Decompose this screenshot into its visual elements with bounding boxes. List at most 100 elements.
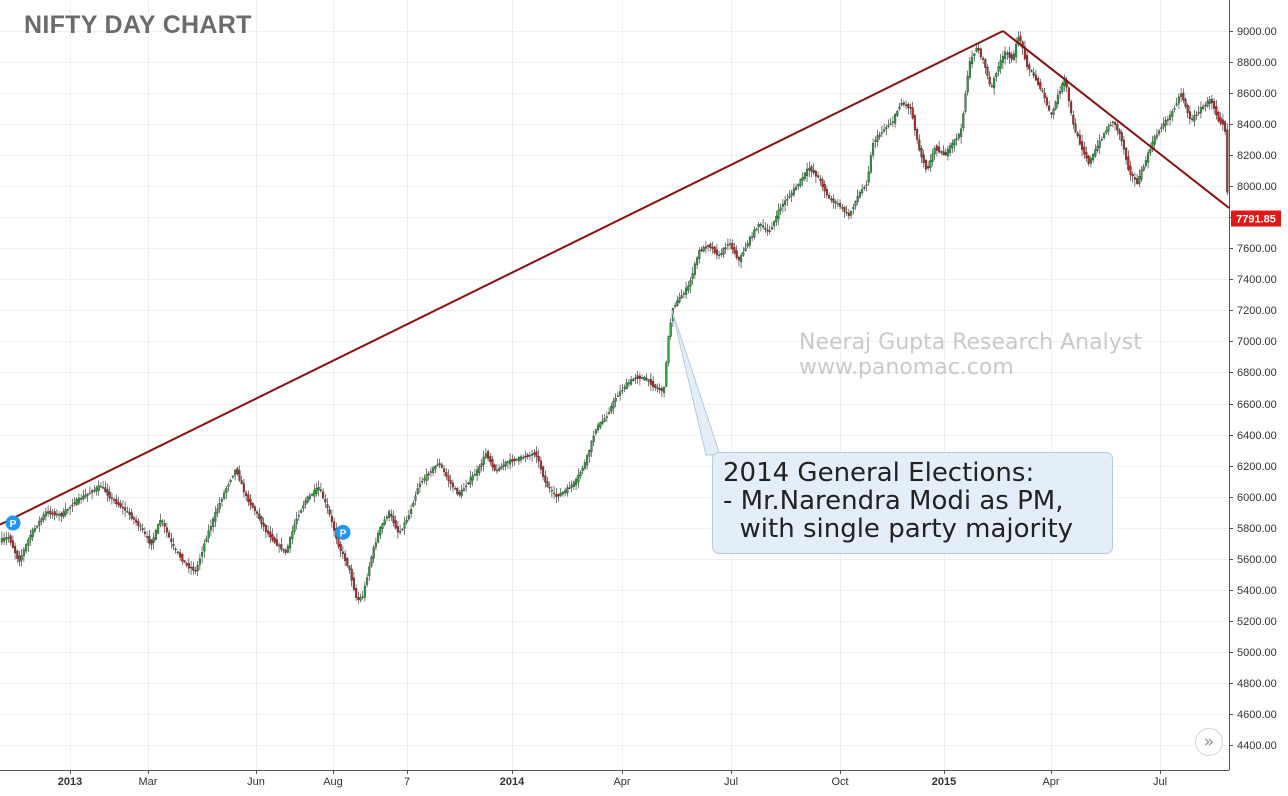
watermark-line-2: www.panomac.com xyxy=(799,355,1014,380)
candle-body xyxy=(344,553,347,561)
candle-body xyxy=(16,550,19,559)
candle-body xyxy=(1067,87,1070,102)
candle-body xyxy=(216,508,219,514)
candle-body xyxy=(480,463,483,467)
candle-body xyxy=(949,145,952,153)
candle-body xyxy=(9,535,12,543)
candle-body xyxy=(1048,105,1051,111)
candle-body xyxy=(1083,146,1086,155)
candle-body xyxy=(986,66,989,76)
candle-body xyxy=(357,597,360,600)
candle-body xyxy=(713,246,716,254)
candle-body xyxy=(291,531,294,540)
candle-body xyxy=(209,525,212,531)
candle-body xyxy=(363,585,366,598)
candle-body xyxy=(159,520,162,526)
candle-body xyxy=(542,466,545,477)
y-tick-label: 9000.00 xyxy=(1237,26,1277,38)
candle-body xyxy=(535,451,538,457)
scroll-right-button[interactable]: » xyxy=(1195,728,1223,756)
candle-body xyxy=(858,192,861,198)
candle-body xyxy=(610,406,613,412)
candle-body xyxy=(245,492,248,496)
candle-body xyxy=(704,246,707,249)
pivot-marker-label: P xyxy=(340,528,347,539)
candle-body xyxy=(896,110,899,116)
candle-body xyxy=(509,459,512,465)
x-tick-label: Jul xyxy=(724,776,738,788)
x-tick-label: Jun xyxy=(247,776,265,788)
y-tick-label: 5400.00 xyxy=(1237,585,1277,597)
candle-body xyxy=(416,488,419,495)
candle-body xyxy=(887,125,890,127)
candle-body xyxy=(414,495,417,501)
candle-body xyxy=(429,471,432,473)
candle-body xyxy=(511,459,514,462)
candle-body xyxy=(889,123,892,126)
candle-body xyxy=(755,228,758,231)
candle-body xyxy=(590,441,593,452)
candle-body xyxy=(207,530,210,538)
candle-body xyxy=(1032,72,1035,76)
candle-body xyxy=(634,377,637,380)
candle-body xyxy=(491,458,494,468)
y-tick-label: 5200.00 xyxy=(1237,616,1277,628)
trendline[interactable] xyxy=(0,30,1004,526)
candle-body xyxy=(1131,173,1134,177)
candle-body xyxy=(427,473,430,476)
candle-body xyxy=(823,184,826,192)
candle-body xyxy=(484,453,487,458)
candle-body xyxy=(876,135,879,142)
x-tick-label: Oct xyxy=(831,776,848,788)
trendline[interactable] xyxy=(1002,30,1230,209)
candle-body xyxy=(561,491,564,495)
candle-body xyxy=(806,168,809,176)
candle-body xyxy=(51,512,54,515)
candle-body xyxy=(1147,152,1150,163)
candle-body xyxy=(883,129,886,132)
candle-body xyxy=(170,538,173,542)
candle-body xyxy=(1118,129,1121,134)
candle-body xyxy=(97,485,100,491)
candle-body xyxy=(1037,78,1040,85)
pivot-marker[interactable] xyxy=(335,524,351,540)
candle-body xyxy=(341,551,344,555)
candle-body xyxy=(918,139,921,151)
candle-body xyxy=(106,489,109,496)
candle-body xyxy=(5,537,8,540)
candle-body xyxy=(58,514,61,516)
candle-body xyxy=(1202,106,1205,110)
candle-body xyxy=(401,528,404,531)
candle-body xyxy=(47,511,50,514)
election-annotation-box[interactable]: 2014 General Elections: - Mr.Narendra Mod… xyxy=(712,452,1113,554)
y-tick-label: 5600.00 xyxy=(1237,554,1277,566)
pivot-marker[interactable] xyxy=(5,515,21,531)
y-tick-label: 6000.00 xyxy=(1237,492,1277,504)
candle-body xyxy=(988,76,991,85)
y-tick-label: 8600.00 xyxy=(1237,88,1277,100)
candle-body xyxy=(392,516,395,524)
candle-body xyxy=(828,195,831,199)
candle-body xyxy=(748,237,751,246)
candle-body xyxy=(1160,127,1163,129)
candle-body xyxy=(872,143,875,156)
candle-body xyxy=(795,186,798,190)
candle-body xyxy=(253,506,256,512)
candle-body xyxy=(680,295,683,299)
candle-body xyxy=(850,210,853,216)
candle-body xyxy=(447,475,450,481)
candle-body xyxy=(73,502,76,505)
candle-body xyxy=(1063,77,1066,86)
candle-body xyxy=(528,455,531,457)
candle-body xyxy=(814,171,817,177)
candle-body xyxy=(942,151,945,155)
candle-body xyxy=(865,184,868,186)
annotation-line-3: with single party majority xyxy=(723,514,1074,544)
candle-body xyxy=(630,379,633,385)
candle-body xyxy=(326,504,329,509)
candle-body xyxy=(440,464,443,468)
candle-body xyxy=(108,491,111,499)
candle-body xyxy=(698,250,701,259)
